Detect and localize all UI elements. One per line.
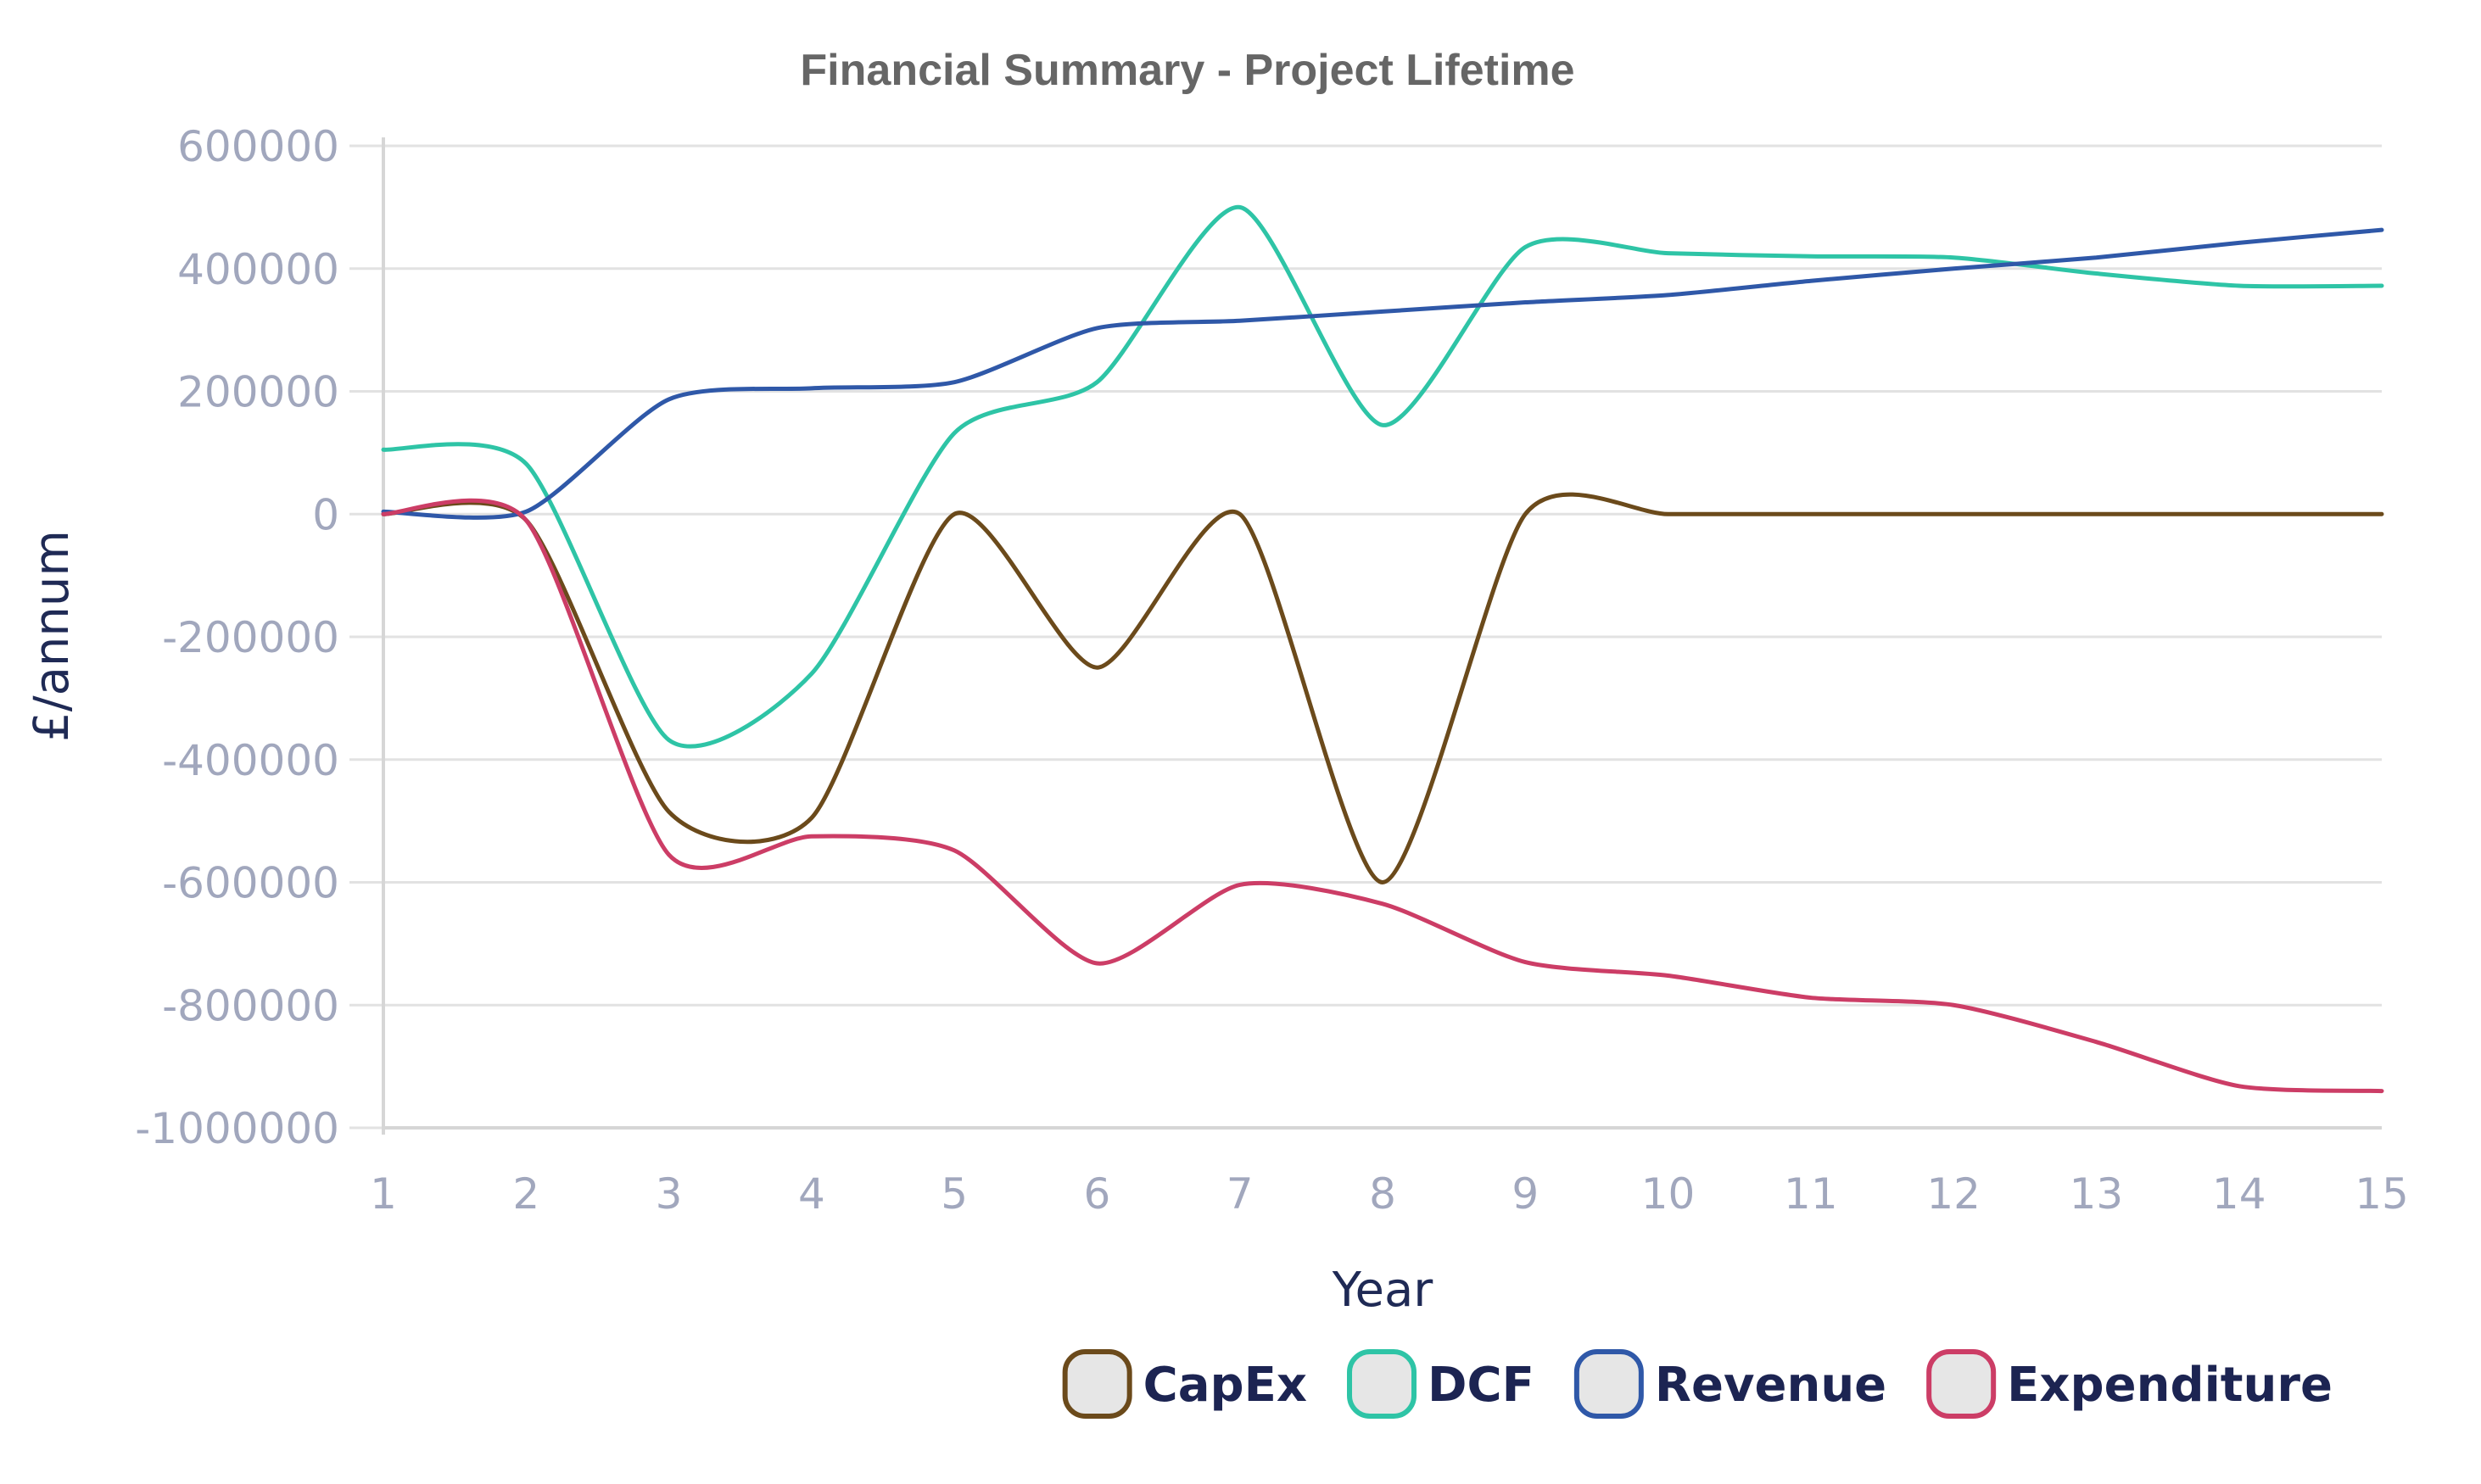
series-line-dcf (381, 204, 2384, 749)
legend-item-dcf[interactable]: DCF (1347, 1349, 1534, 1419)
x-tick-label: 8 (1369, 1169, 1396, 1219)
y-tick-label: -1000000 (135, 1104, 339, 1153)
y-tick-label: 400000 (177, 245, 339, 294)
x-tick-label: 1 (370, 1169, 397, 1219)
legend-swatch (1573, 1349, 1644, 1419)
series-line-revenue (381, 227, 2384, 520)
x-tick-label: 5 (941, 1169, 968, 1219)
x-axis-label: Year (1332, 1263, 1434, 1318)
x-tick-label: 2 (512, 1169, 539, 1219)
x-tick-label: 11 (1784, 1169, 1838, 1219)
series-lines (381, 204, 2384, 1094)
legend-swatch (1062, 1349, 1132, 1419)
x-tick-label: 15 (2355, 1169, 2409, 1219)
legend-item-expenditure[interactable]: Expenditure (1926, 1349, 2333, 1419)
chart-title: Financial Summary - Project Lifetime (800, 46, 1574, 95)
y-tick-label: 200000 (177, 368, 339, 417)
legend: CapEx DCF Revenue Expenditure (1062, 1349, 2333, 1419)
legend-label: Revenue (1655, 1358, 1886, 1413)
y-tick-label: 0 (312, 490, 339, 539)
grid-lines (349, 144, 2382, 1130)
x-tick-label: 9 (1512, 1169, 1539, 1219)
y-axis-label: £/annum (25, 530, 80, 742)
y-tick-label: -600000 (162, 859, 339, 908)
y-axis-ticks: 600000 400000 200000 0 -200000 -400000 -600000… (135, 122, 339, 1153)
legend-swatch (1347, 1349, 1417, 1419)
y-tick-label: -200000 (162, 613, 339, 662)
legend-item-capex[interactable]: CapEx (1062, 1349, 1307, 1419)
legend-label: Expenditure (2007, 1358, 2333, 1413)
x-axis-ticks: 1 2 3 4 5 6 7 8 9 10 11 12 13 14 15 (370, 1169, 2409, 1219)
series-line-expenditure (381, 498, 2384, 1094)
x-tick-label: 3 (656, 1169, 683, 1219)
x-tick-label: 10 (1641, 1169, 1696, 1219)
y-tick-label: -800000 (162, 981, 339, 1030)
legend-swatch (1926, 1349, 1997, 1419)
x-tick-label: 14 (2212, 1169, 2266, 1219)
x-tick-label: 6 (1084, 1169, 1111, 1219)
x-tick-label: 7 (1227, 1169, 1254, 1219)
legend-label: DCF (1428, 1358, 1534, 1413)
x-tick-label: 4 (798, 1169, 825, 1219)
legend-item-revenue[interactable]: Revenue (1573, 1349, 1886, 1419)
x-tick-label: 13 (2070, 1169, 2124, 1219)
y-tick-label: 600000 (177, 122, 339, 171)
legend-label: CapEx (1143, 1358, 1307, 1413)
series-line-capex (381, 492, 2384, 884)
x-tick-label: 12 (1926, 1169, 1981, 1219)
y-tick-label: -400000 (162, 736, 339, 785)
